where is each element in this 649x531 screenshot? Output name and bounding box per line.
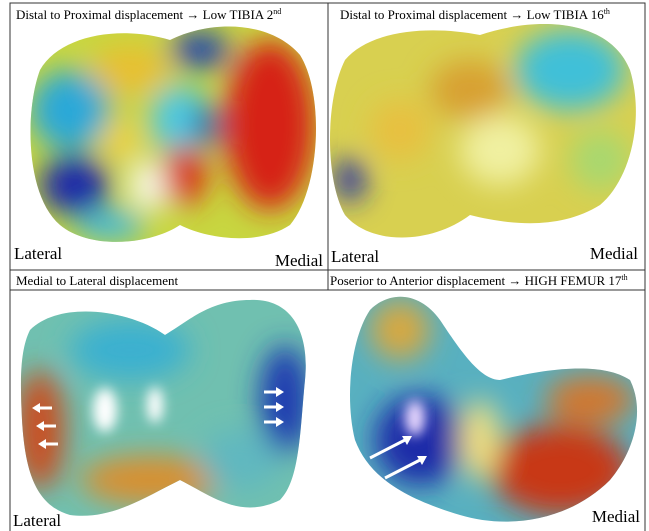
side-label: Lateral [331,247,379,266]
side-label: Medial [590,244,638,263]
side-label: Medial [275,251,323,270]
bone-map [20,15,330,255]
title-text: Poserior to Anterior displacement → HIGH… [330,273,622,288]
figure: Distal to Proximal displacement → Low TI… [0,0,649,531]
title-text: Distal to Proximal displacement → Low TI… [340,7,604,22]
bone-map [15,295,315,525]
side-label: Lateral [14,244,62,263]
title-text: Distal to Proximal displacement → Low TI… [16,7,273,22]
title-text: Medial to Lateral displacement [16,273,178,288]
panel-title: Medial to Lateral displacement [16,273,178,288]
panel-title: Distal to Proximal displacement → Low TI… [16,7,281,22]
title-sup: th [604,7,610,16]
bone-map [325,15,645,255]
panel-title: Distal to Proximal displacement → Low TI… [340,7,610,22]
side-label: Medial [592,507,640,526]
panel-title: Poserior to Anterior displacement → HIGH… [330,273,628,288]
title-sup: th [621,273,627,282]
bone-map [345,285,645,531]
title-sup: nd [273,7,281,16]
side-label: Lateral [13,511,61,530]
